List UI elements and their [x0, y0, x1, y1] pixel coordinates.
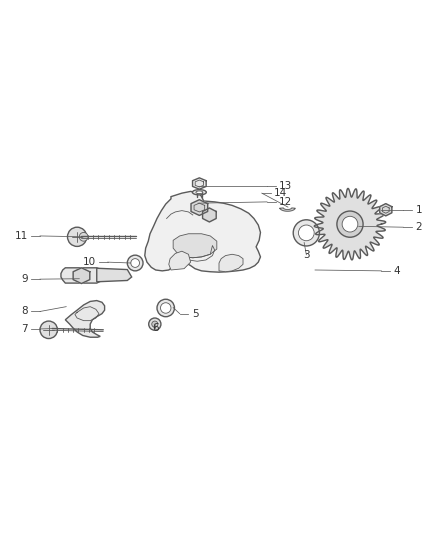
Circle shape: [342, 216, 358, 232]
Polygon shape: [219, 254, 243, 272]
Ellipse shape: [196, 191, 203, 193]
Text: 6: 6: [152, 324, 159, 334]
Polygon shape: [191, 200, 208, 215]
Circle shape: [127, 255, 143, 271]
Polygon shape: [173, 234, 217, 258]
Ellipse shape: [192, 190, 206, 195]
Polygon shape: [193, 178, 206, 189]
Circle shape: [293, 220, 319, 246]
Circle shape: [160, 303, 171, 313]
Polygon shape: [73, 268, 90, 284]
Text: 12: 12: [279, 197, 293, 207]
Circle shape: [337, 211, 363, 237]
Polygon shape: [314, 188, 386, 260]
Text: 13: 13: [279, 181, 293, 191]
Text: 11: 11: [14, 231, 28, 241]
Text: 14: 14: [274, 188, 287, 198]
Circle shape: [79, 232, 88, 241]
Circle shape: [157, 299, 174, 317]
Circle shape: [40, 321, 57, 338]
Polygon shape: [169, 251, 191, 270]
Polygon shape: [145, 191, 261, 272]
Polygon shape: [203, 208, 216, 222]
Text: 7: 7: [21, 324, 28, 334]
Text: 8: 8: [21, 306, 28, 317]
Text: 5: 5: [192, 309, 198, 319]
Polygon shape: [280, 208, 295, 211]
Circle shape: [226, 258, 237, 268]
Circle shape: [67, 227, 87, 246]
Circle shape: [298, 225, 314, 241]
Text: 1: 1: [416, 205, 422, 215]
Text: 3: 3: [303, 250, 310, 260]
Polygon shape: [380, 204, 392, 216]
Circle shape: [152, 321, 158, 327]
Text: 9: 9: [21, 274, 28, 284]
Circle shape: [229, 261, 234, 265]
Polygon shape: [97, 268, 132, 282]
Polygon shape: [61, 268, 104, 283]
Text: 4: 4: [394, 266, 400, 276]
Text: 10: 10: [82, 257, 95, 267]
Circle shape: [149, 318, 161, 330]
Polygon shape: [65, 301, 105, 337]
Circle shape: [131, 259, 140, 268]
Text: 2: 2: [416, 222, 422, 232]
